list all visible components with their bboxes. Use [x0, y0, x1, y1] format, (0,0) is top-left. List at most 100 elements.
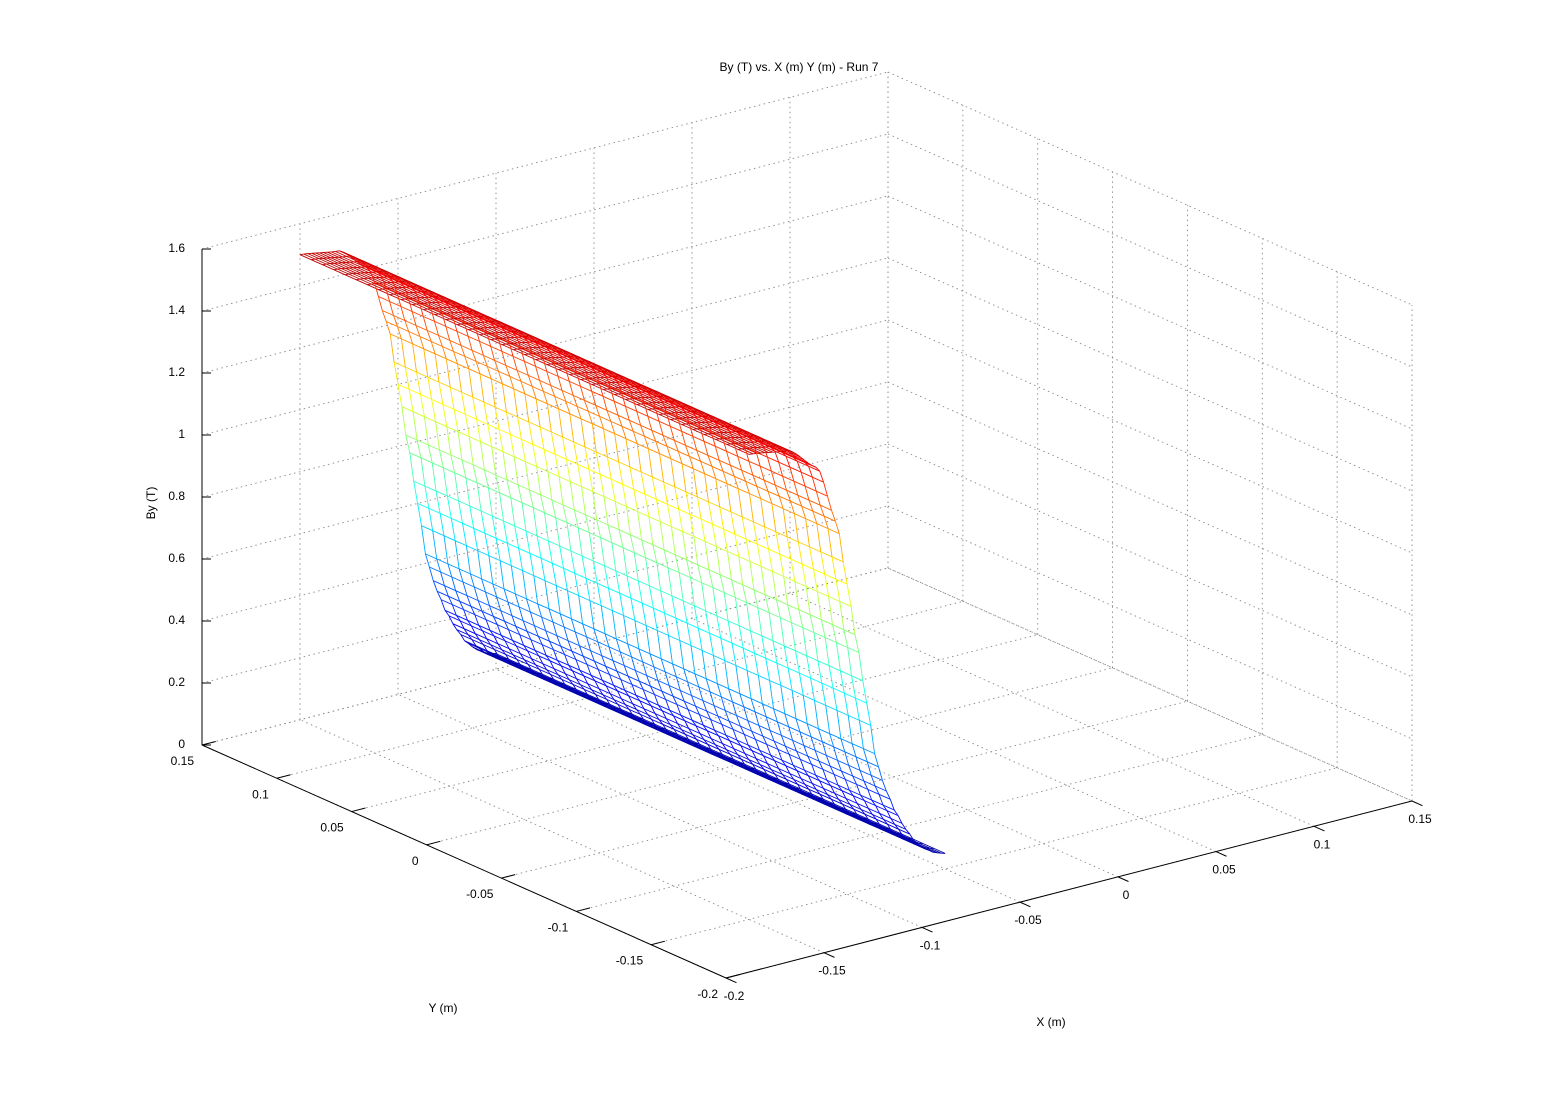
mesh-segment: [567, 590, 572, 619]
mesh-segment: [532, 444, 538, 467]
mesh-segment: [858, 818, 863, 821]
mesh-segment: [499, 560, 505, 589]
mesh-segment: [609, 375, 614, 378]
mesh-segment: [482, 321, 488, 333]
mesh-segment: [718, 460, 724, 472]
mesh-segment: [399, 282, 405, 287]
mesh-segment: [624, 704, 630, 710]
mesh-segment: [618, 529, 624, 548]
mesh-segment: [442, 404, 448, 427]
mesh-segment: [486, 638, 491, 645]
mesh-segment: [456, 629, 462, 635]
mesh-segment: [895, 835, 900, 838]
mesh-segment: [358, 258, 363, 263]
mesh-segment: [501, 383, 507, 413]
mesh-segment: [601, 679, 607, 687]
mesh-segment: [376, 266, 381, 270]
mesh-segment: [541, 616, 547, 631]
mesh-segment: [524, 393, 530, 423]
mesh-segment: [762, 755, 768, 764]
mesh-segment: [439, 449, 444, 468]
mesh-segment: [811, 465, 816, 468]
mesh-segment: [869, 823, 874, 826]
mesh-segment: [620, 679, 626, 691]
mesh-segment: [504, 621, 509, 630]
mesh-segment: [628, 709, 634, 716]
grid-line-floor-x: [299, 719, 825, 954]
mesh-segment: [510, 662, 515, 664]
mesh-segment: [906, 837, 911, 842]
mesh-segment: [538, 655, 544, 664]
mesh-segment: [655, 441, 661, 454]
mesh-segment: [564, 367, 570, 382]
mesh-segment: [558, 368, 563, 370]
mesh-segment: [686, 559, 691, 578]
mesh-segment: [613, 699, 619, 705]
mesh-line-y: [356, 275, 553, 680]
mesh-segment: [540, 558, 546, 581]
mesh-segment: [587, 411, 593, 424]
mesh-segment: [472, 646, 477, 650]
mesh-segment: [350, 255, 355, 258]
z-tick-label: 0.6: [168, 551, 185, 565]
mesh-segment: [630, 598, 636, 621]
mesh-segment: [734, 597, 740, 626]
mesh-segment: [402, 278, 408, 283]
mesh-segment: [518, 548, 524, 571]
mesh-segment: [540, 494, 545, 513]
mesh-segment: [428, 566, 434, 581]
mesh-segment: [766, 441, 771, 446]
mesh-segment: [538, 346, 544, 358]
mesh-segment: [624, 382, 630, 387]
mesh-segment: [506, 479, 512, 498]
x-tick: [1117, 876, 1129, 882]
mesh-segment: [419, 336, 425, 350]
mesh-segment: [547, 540, 553, 564]
mesh-segment: [632, 397, 638, 412]
mesh-segment: [793, 513, 799, 542]
mesh-segment: [512, 356, 518, 371]
mesh-segment: [344, 273, 349, 276]
mesh-segment: [609, 387, 615, 402]
mesh-segment: [808, 500, 814, 512]
mesh-segment: [474, 633, 480, 640]
mesh-segment: [755, 440, 760, 443]
mesh-segment: [737, 754, 742, 760]
mesh-segment: [811, 764, 817, 776]
mesh-segment: [444, 302, 450, 307]
mesh-segment: [725, 749, 731, 755]
mesh-segment: [734, 763, 739, 767]
mesh-segment: [677, 723, 682, 730]
mesh-segment: [440, 571, 445, 586]
mesh-segment: [529, 611, 535, 626]
mesh-segment: [696, 450, 702, 462]
mesh-segment: [691, 411, 697, 417]
mesh-segment: [706, 421, 712, 433]
mesh-segment: [840, 770, 846, 780]
mesh-segment: [503, 588, 509, 603]
mesh-segment: [423, 308, 428, 311]
mesh-segment: [612, 660, 618, 672]
mesh-segment: [466, 309, 472, 314]
mesh-segment: [464, 414, 470, 437]
mesh-segment: [634, 717, 639, 719]
mesh-segment: [733, 476, 739, 489]
mesh-segment: [560, 665, 566, 674]
mesh-segment: [773, 740, 779, 750]
mesh-segment: [557, 674, 563, 680]
mesh-segment: [587, 365, 592, 368]
mesh-segment: [537, 338, 543, 343]
mesh-segment: [858, 720, 864, 749]
mesh-segment: [517, 484, 523, 503]
mesh-segment: [614, 501, 620, 530]
mesh-segment: [821, 741, 827, 756]
mesh-segment: [638, 681, 644, 690]
mesh-segment: [565, 401, 571, 414]
mesh-segment: [768, 778, 773, 781]
mesh-segment: [726, 758, 731, 763]
mesh-segment: [490, 378, 496, 408]
mesh-segment: [500, 610, 506, 622]
z-tick-label: 0: [178, 737, 185, 751]
mesh-segment: [723, 592, 729, 621]
mesh-segment: [505, 654, 510, 661]
